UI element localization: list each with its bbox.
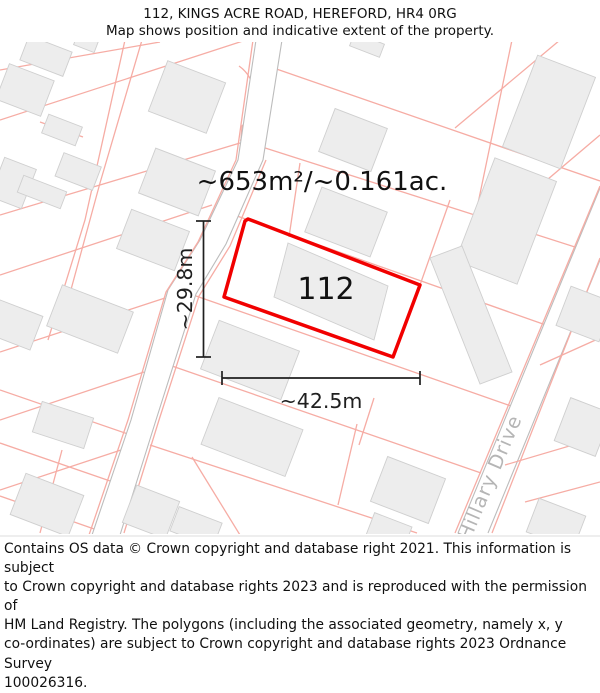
map-header: 112, KINGS ACRE ROAD, HEREFORD, HR4 0RG … bbox=[0, 6, 600, 39]
property-extent-outline bbox=[222, 217, 422, 359]
footer-line: co-ordinates) are subject to Crown copyr… bbox=[4, 636, 567, 672]
terrace-strip-building bbox=[429, 245, 513, 385]
area-label: ~653m²/~0.161ac. bbox=[197, 167, 448, 197]
plot-number-label: 112 bbox=[297, 272, 354, 307]
map-canvas: ~29.8m ~42.5m ~653m²/~0.161ac. 112 Hilla… bbox=[0, 42, 600, 537]
header-subtitle: Map shows position and indicative extent… bbox=[105, 22, 495, 39]
road-frontage-lines bbox=[88, 42, 600, 534]
property-map: ~29.8m ~42.5m ~653m²/~0.161ac. 112 Hilla… bbox=[0, 42, 600, 537]
width-dimension: ~42.5m bbox=[221, 371, 421, 413]
header-address: 112, KINGS ACRE ROAD, HEREFORD, HR4 0RG bbox=[143, 6, 457, 22]
height-dimension-label: ~29.8m bbox=[173, 248, 197, 331]
footer-line: HM Land Registry. The polygons (includin… bbox=[4, 617, 563, 634]
footer-line: to Crown copyright and database rights 2… bbox=[4, 579, 587, 615]
main-road bbox=[92, 42, 282, 534]
footer-line: Contains OS data © Crown copyright and d… bbox=[4, 541, 572, 577]
width-dimension-label: ~42.5m bbox=[280, 389, 363, 413]
height-dimension: ~29.8m bbox=[173, 220, 211, 358]
buildings bbox=[0, 42, 600, 534]
plot-house bbox=[273, 242, 389, 341]
copyright-footer: Contains OS data © Crown copyright and d… bbox=[4, 540, 598, 693]
footer-line: 100026316. bbox=[4, 674, 88, 691]
